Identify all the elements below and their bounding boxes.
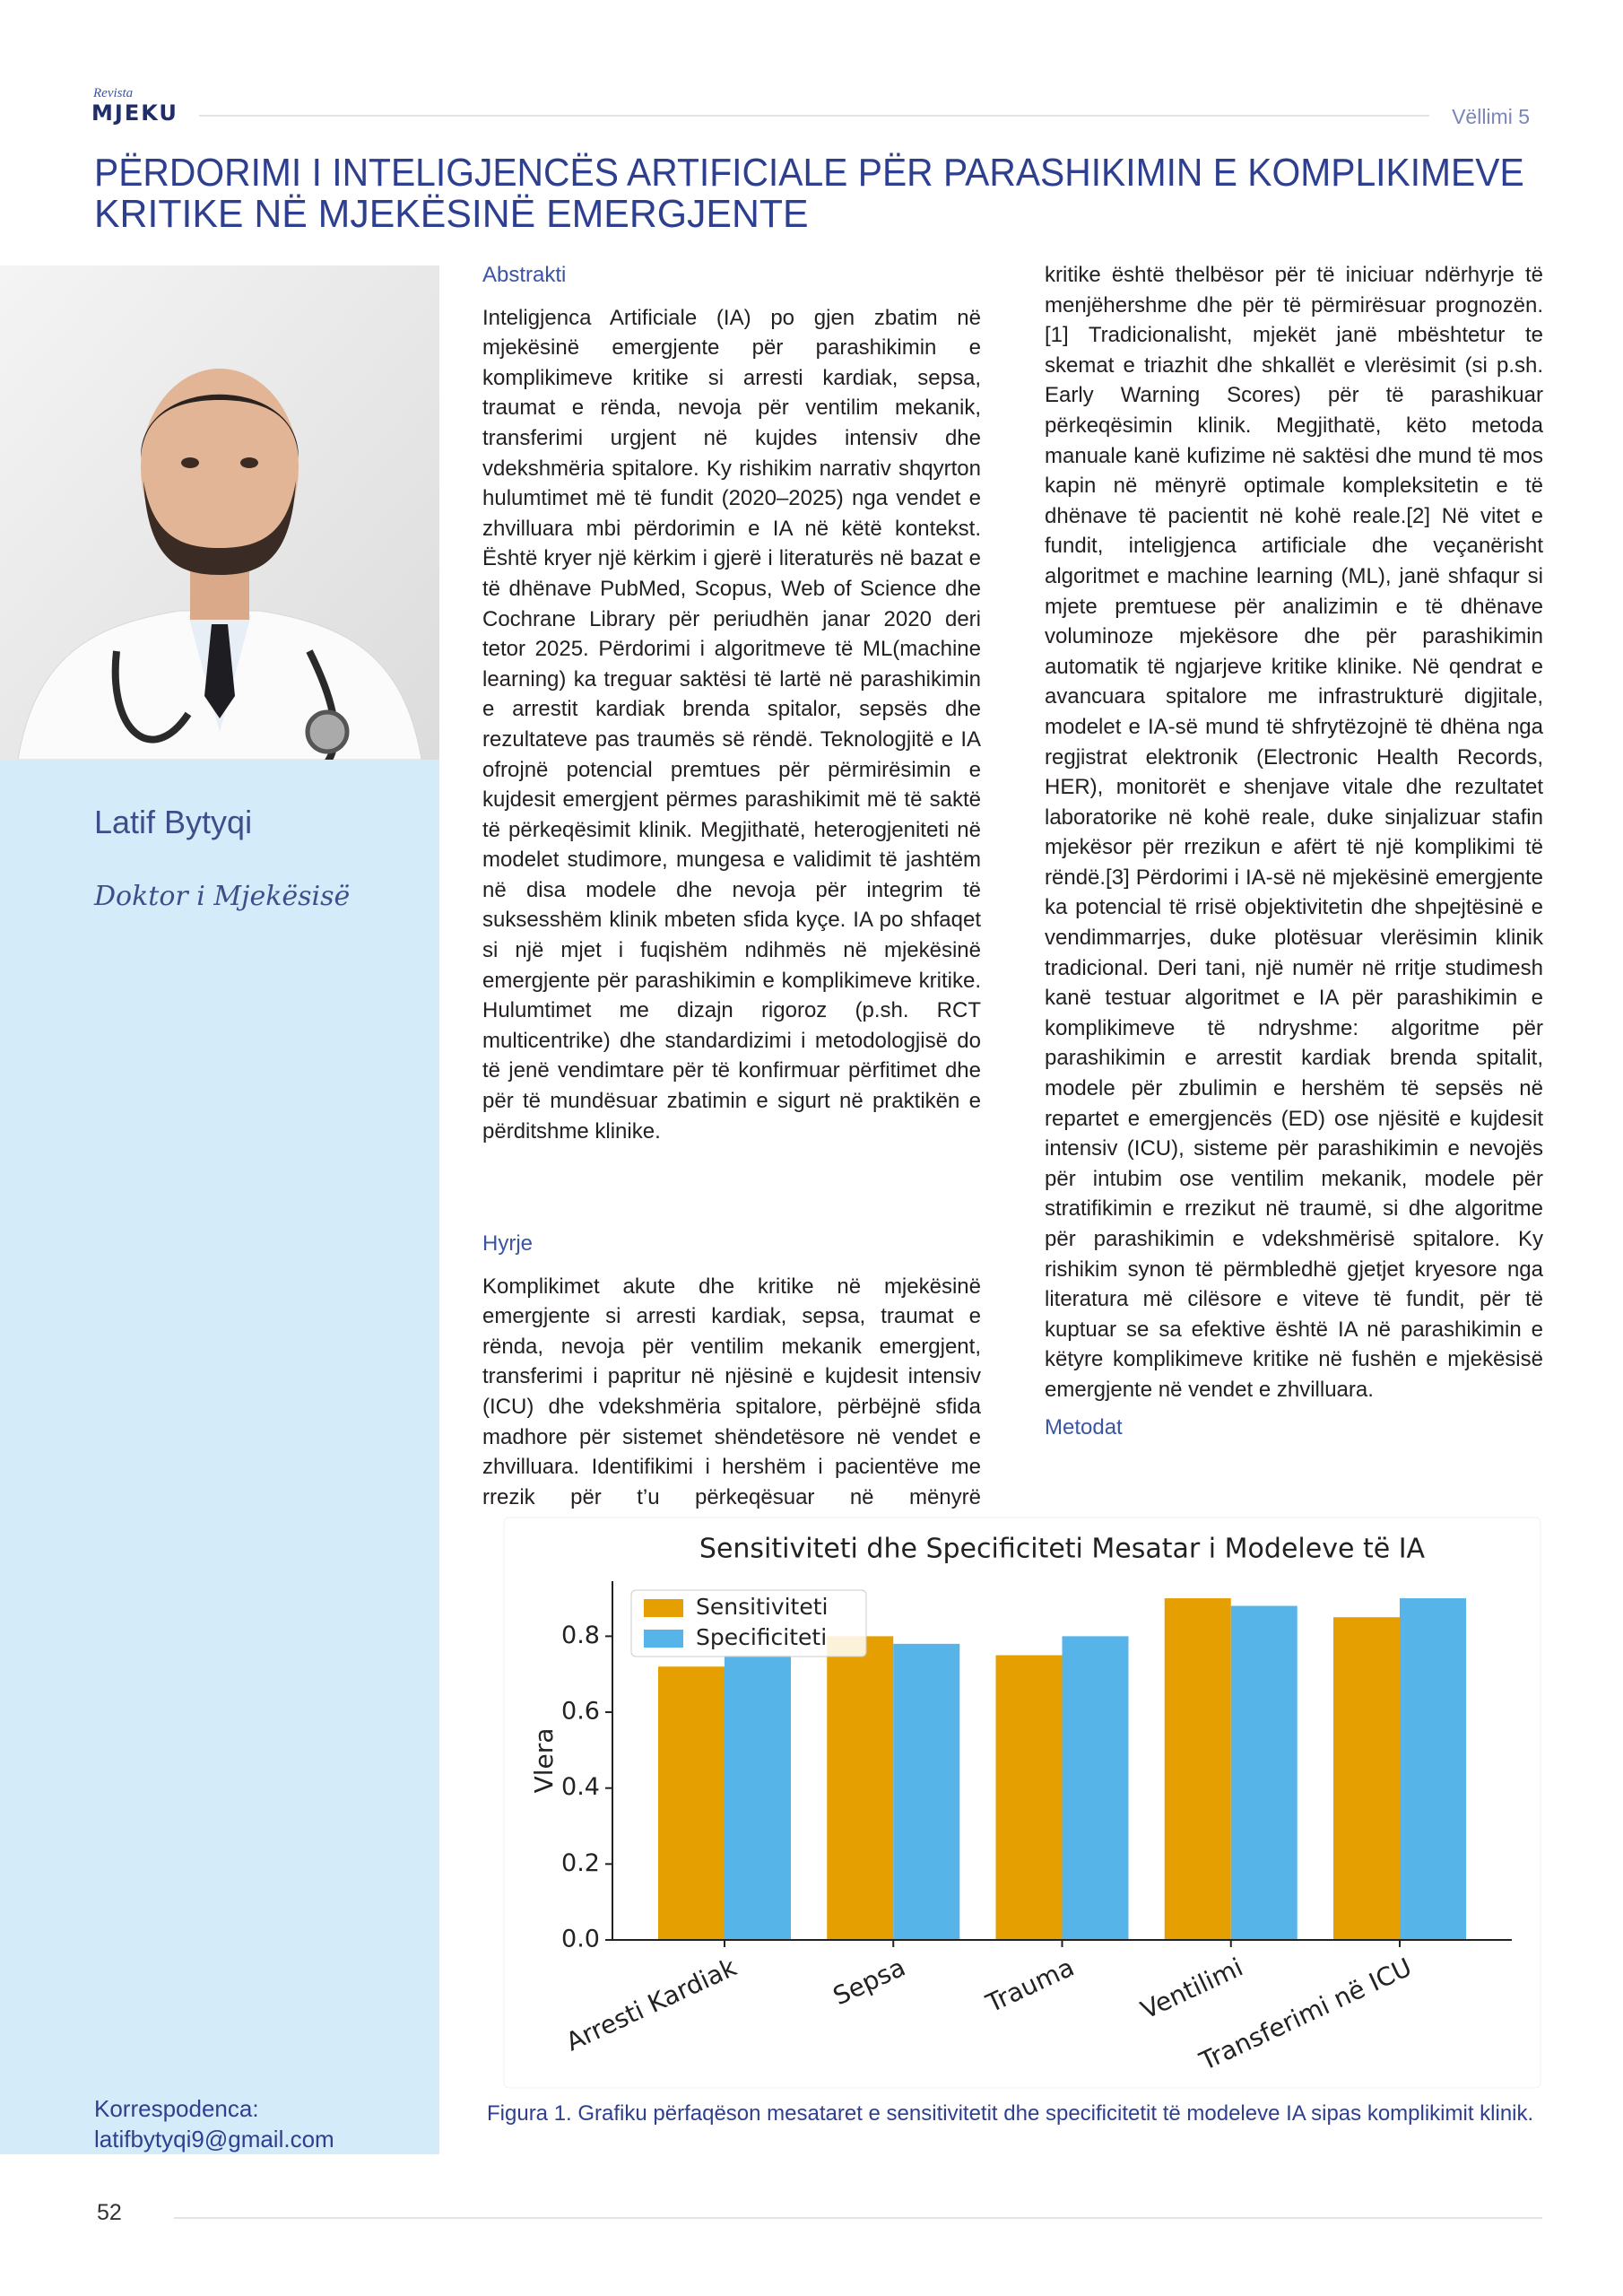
section-heading: Hyrje — [482, 1231, 534, 1256]
legend-label: Specificiteti — [696, 1624, 827, 1650]
bar — [827, 1636, 894, 1940]
author-name: Latif Bytyqi — [94, 804, 253, 840]
title-line: PËRDORIMI I INTELIGJENCËS ARTIFICIALE PË… — [94, 152, 1524, 195]
figure-caption: Figura 1. Grafiku përfaqëson mesataret e… — [487, 2101, 1534, 2126]
chart: Sensitiviteti dhe Specificiteti Mesatar … — [503, 1517, 1541, 2089]
y-tick-label: 0.6 — [561, 1698, 600, 1726]
page-number: 52 — [97, 2200, 122, 2225]
y-tick-label: 0.8 — [561, 1622, 600, 1649]
intro-text: Komplikimet akute dhe kritike në mjekësi… — [482, 1274, 981, 1509]
y-tick-label: 0.4 — [561, 1773, 600, 1801]
bar — [893, 1643, 960, 1940]
bar — [1400, 1598, 1466, 1940]
bar — [1164, 1598, 1231, 1940]
bar — [1333, 1617, 1400, 1940]
legend-box — [630, 1589, 867, 1657]
legend-swatch — [644, 1630, 683, 1648]
email: latifbytyqi9@gmail.com — [94, 2126, 334, 2152]
bar — [658, 1666, 725, 1940]
legend-label: Sensitiviteti — [696, 1594, 829, 1620]
author-photo — [0, 265, 439, 760]
legend-swatch — [644, 1599, 683, 1617]
title: PËRDORIMI I INTELIGJENCËS ARTIFICIALE PË… — [94, 152, 1565, 242]
logo: MJEKU — [91, 100, 178, 126]
author-role: Doktor i Mjekësisë — [94, 881, 351, 912]
abstract-text: Inteligjenca Artificiale (IA) po gjen zb… — [482, 305, 981, 1144]
y-axis-label: Vlera — [529, 1728, 559, 1794]
chart-title: Sensitiviteti dhe Specificiteti Mesatar … — [699, 1534, 1426, 1565]
bar — [725, 1655, 791, 1940]
section-heading: Abstrakti — [482, 263, 567, 287]
correspondence: Korrespodenca: latifbytyqi9@gmail.com — [94, 2093, 334, 2154]
y-tick-label: 0.2 — [561, 1849, 600, 1877]
author-sidebar — [0, 760, 439, 2154]
column-left-intro: Hyrje Komplikimet akute dhe kritike në m… — [482, 1229, 981, 1512]
volume: Vëllimi 5 — [1452, 105, 1530, 128]
column-right: kritike është thelbësor për të iniciuar … — [1045, 260, 1543, 1442]
header-rule — [199, 115, 1429, 117]
bar — [1062, 1636, 1129, 1940]
correspondence-label: Korrespodenca: — [94, 2095, 259, 2122]
y-tick-label: 0.0 — [561, 1926, 600, 1953]
logo-small: Revista — [93, 86, 134, 100]
intro-text: kritike është thelbësor për të iniciuar … — [1045, 263, 1543, 1402]
title-line: KRITIKE NË MJEKËSINË EMERGJENTE — [94, 192, 809, 236]
bar — [995, 1655, 1063, 1940]
column-left: Abstrakti Inteligjenca Artificiale (IA) … — [482, 260, 981, 1146]
bar — [1230, 1605, 1298, 1940]
footer-rule — [174, 2217, 1542, 2219]
section-heading: Metodat — [1045, 1414, 1123, 1439]
